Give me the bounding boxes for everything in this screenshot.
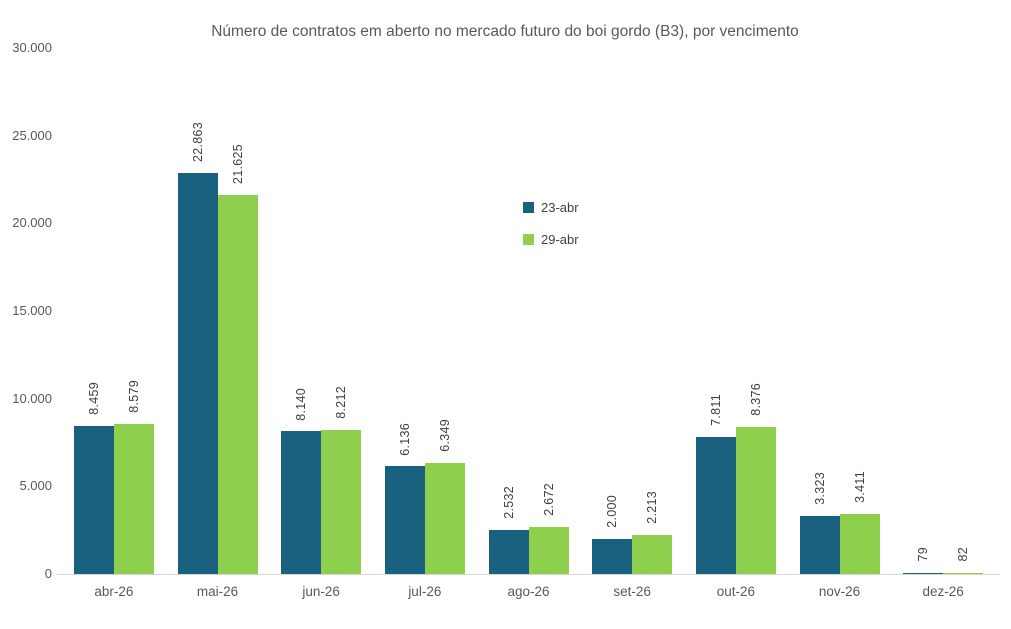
bar-value-label: 2.672 [541,483,556,517]
bar-value-label: 8.579 [126,379,141,413]
bar-29-abr-dez-26 [943,572,984,574]
bar-value-label: 22.863 [190,122,205,163]
bar-value-label: 79 [916,546,931,562]
chart-title: Número de contratos em aberto no mercado… [211,23,799,40]
bar-23-abr-mai-26 [177,173,218,574]
bar-value-label: 2.000 [605,495,620,528]
y-tick-label: 20.000 [12,215,52,231]
bar-value-label: 21.625 [230,143,245,184]
bar-value-label: 3.323 [812,471,827,505]
x-tick-label: nov-26 [818,584,861,599]
bar-value-label: 8.212 [334,386,349,420]
x-tick-label: jul-26 [408,584,442,599]
bar-29-abr-jun-26 [321,430,362,574]
bar-value-label: 7.811 [708,394,723,427]
y-tick-label: 15.000 [12,303,52,318]
y-tick-label: 5.000 [19,478,52,494]
bar-29-abr-jul-26 [424,462,465,574]
bar-value-label: 6.349 [437,418,452,452]
x-tick-label: set-26 [613,584,651,599]
bar-23-abr-out-26 [695,437,736,574]
legend-swatch-series-1 [523,202,534,213]
bar-29-abr-nov-26 [839,514,880,574]
legend-item: 23-abr [523,200,579,215]
x-tick-label: dez-26 [922,584,964,599]
x-tick-label: abr-26 [94,584,134,599]
bar-value-label: 2.532 [501,485,516,519]
bar-23-abr-nov-26 [799,515,840,574]
legend-swatch-series-2 [523,234,534,245]
bar-value-label: 6.136 [397,422,412,456]
x-tick-label: out-26 [716,584,755,599]
x-axis-line [57,574,1000,575]
y-tick-label: 0 [44,566,52,581]
bar-value-label: 3.411 [852,471,867,504]
bar-29-abr-abr-26 [113,423,154,574]
plot-area: 0 5.000 10.000 15.000 20.000 25.000 30.000 8.4… [12,40,1000,599]
legend: 23-abr 29-abr [523,200,579,264]
bar-23-abr-jun-26 [281,431,322,574]
bar-23-abr-dez-26 [903,572,944,574]
bar-23-abr-abr-26 [73,425,114,574]
legend-label-series-1: 23-abr [541,200,579,215]
legend-label-series-2: 29-abr [541,232,579,247]
y-tick-label: 10.000 [12,390,52,406]
bar-value-label: 82 [956,546,971,562]
x-tick-label: mai-26 [196,584,239,599]
bar-23-abr-ago-26 [488,529,529,574]
bar-23-abr-set-26 [592,538,633,574]
y-tick-label: 25.000 [12,127,52,143]
bar-value-label: 8.459 [86,381,101,415]
bar-29-abr-mai-26 [217,194,258,574]
y-tick-label: 30.000 [12,40,52,55]
bar-value-label: 8.140 [294,387,309,421]
bar-29-abr-ago-26 [528,527,569,574]
bar-23-abr-jul-26 [384,466,425,574]
bar-29-abr-set-26 [632,535,673,574]
legend-item: 29-abr [523,232,579,247]
bar-value-label: 8.376 [748,383,763,417]
bar-29-abr-out-26 [735,427,776,574]
bar-value-label: 2.213 [645,491,660,525]
x-tick-label: jun-26 [302,584,340,599]
x-tick-label: ago-26 [507,584,550,599]
